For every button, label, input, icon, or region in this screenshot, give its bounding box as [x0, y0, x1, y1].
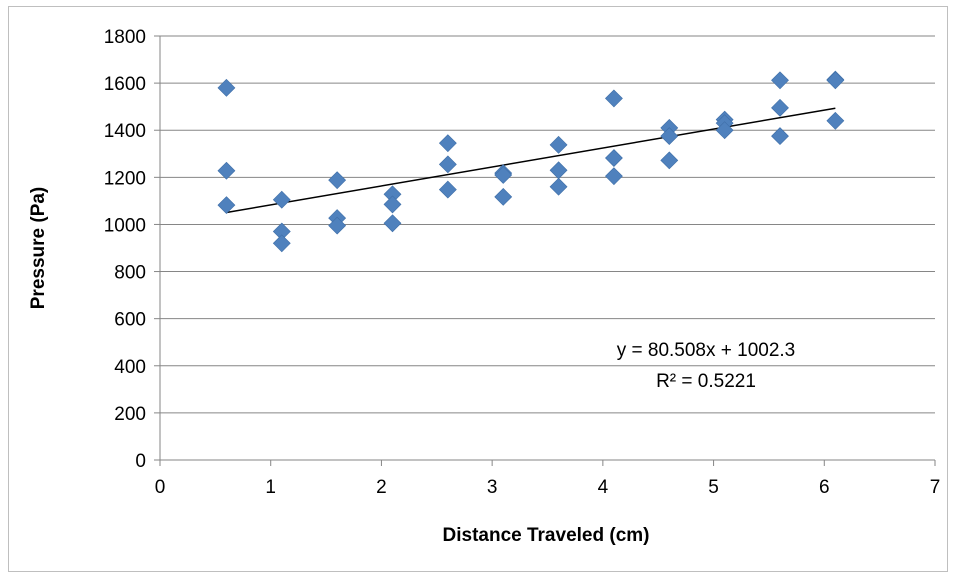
data-point: [217, 196, 236, 215]
data-point: [438, 180, 457, 199]
data-point: [272, 234, 291, 253]
x-tick-label: 5: [708, 477, 719, 498]
data-point: [383, 195, 402, 214]
y-tick-label: 800: [114, 263, 146, 284]
data-point: [771, 71, 789, 90]
data-point: [605, 89, 623, 108]
data-point: [494, 166, 513, 184]
data-point: [660, 127, 679, 146]
gridlines: [160, 35, 935, 414]
data-point: [660, 151, 679, 170]
tick-labels: 0 200 400 600 800 1000 1200 1400 1600 1800 0 1 2 3 4 5 6…: [104, 27, 941, 498]
data-point: [328, 171, 347, 190]
x-axis-title: Distance Traveled (cm): [443, 525, 650, 546]
x-tick-label: 3: [487, 477, 498, 498]
y-axis-title: Pressure (Pa): [28, 187, 49, 310]
y-tick-label: 0: [135, 451, 146, 472]
data-point: [771, 127, 789, 146]
y-tick-label: 600: [114, 310, 146, 331]
data-point: [328, 216, 347, 235]
data-point: [217, 161, 236, 180]
data-point: [826, 71, 845, 90]
data-point: [826, 111, 845, 130]
x-tick-label: 2: [376, 477, 387, 498]
data-points: [217, 70, 845, 253]
x-tick-label: 7: [930, 477, 941, 498]
y-tick-label: 1800: [104, 27, 146, 48]
data-point: [605, 167, 623, 186]
y-tick-label: 1200: [104, 168, 146, 189]
trendline: [226, 107, 836, 214]
x-tick-label: 6: [819, 477, 830, 498]
trendline-r-squared: R² = 0.5221: [656, 371, 756, 392]
data-point: [272, 190, 291, 209]
y-tick-label: 400: [114, 357, 146, 378]
y-tick-label: 1000: [104, 215, 146, 236]
trendline-layer: [226, 107, 836, 214]
x-tick-label: 1: [265, 477, 276, 498]
data-point: [217, 78, 236, 97]
y-tick-label: 1600: [104, 74, 146, 95]
data-point: [383, 214, 402, 233]
data-point: [549, 135, 568, 154]
y-tick-label: 1400: [104, 121, 146, 142]
data-point: [605, 149, 623, 167]
y-tick-label: 200: [114, 404, 146, 425]
data-point: [494, 187, 513, 206]
data-point: [438, 155, 457, 174]
data-point: [771, 98, 789, 117]
x-tick-label: 0: [155, 477, 166, 498]
trendline-equation: y = 80.508x + 1002.3: [617, 340, 796, 361]
axes: [154, 35, 936, 466]
data-point: [549, 177, 568, 196]
chart-frame: [8, 6, 948, 572]
data-point: [549, 161, 568, 180]
x-tick-label: 4: [598, 477, 609, 498]
data-point: [438, 134, 457, 153]
data-point: [715, 121, 734, 140]
